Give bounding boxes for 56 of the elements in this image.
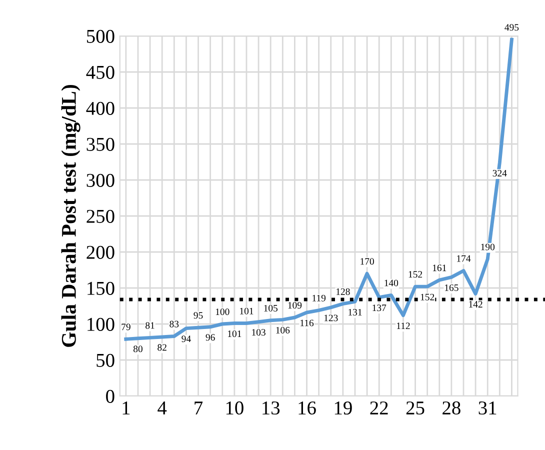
data-label: 137: [372, 304, 386, 312]
data-label: 79: [122, 324, 130, 330]
x-tick-label: 1: [122, 402, 130, 414]
data-label: 109: [288, 302, 302, 309]
y-tick-label: 450: [86, 66, 114, 79]
y-axis-title: Gula Darah Post test (mg/dL): [61, 84, 80, 347]
data-label: 112: [396, 322, 410, 330]
data-label: 140: [384, 280, 398, 286]
data-label: 101: [228, 330, 242, 338]
data-label: 165: [445, 284, 458, 291]
data-label: 96: [206, 334, 215, 341]
data-label: 495: [504, 24, 519, 31]
data-label: 105: [264, 304, 278, 312]
data-label: 119: [312, 294, 326, 302]
data-label: 152: [420, 294, 434, 300]
x-tick-label: 31: [478, 401, 496, 415]
data-label: 131: [348, 308, 362, 316]
data-label: 94: [182, 336, 191, 342]
x-tick-label: 22: [370, 401, 388, 414]
data-label: 152: [408, 271, 422, 278]
y-tick-label: 400: [86, 102, 114, 115]
data-label: 128: [336, 288, 350, 295]
y-tick-label: 100: [88, 318, 114, 331]
data-label: 174: [457, 255, 471, 262]
data-label: 324: [492, 170, 507, 177]
x-tick-label: 4: [158, 402, 167, 414]
data-label: 142: [469, 301, 482, 308]
data-label: 161: [432, 264, 446, 272]
x-tick-label: 10: [226, 401, 244, 415]
x-tick-label: 16: [298, 401, 316, 415]
x-tick-label: 13: [262, 401, 280, 415]
data-label: 80: [133, 346, 142, 352]
data-label: 100: [216, 308, 230, 316]
x-tick-label: 28: [442, 401, 460, 415]
data-label: 83: [170, 320, 179, 328]
y-tick-label: 500: [87, 30, 114, 43]
y-tick-label: 150: [88, 282, 114, 295]
data-label: 103: [252, 329, 266, 336]
data-label: 95: [194, 312, 203, 319]
data-label: 101: [240, 308, 254, 314]
data-label: 106: [276, 326, 290, 334]
x-tick-label: 7: [194, 402, 203, 414]
data-label: 123: [324, 314, 338, 322]
y-tick-label: 50: [96, 354, 114, 367]
y-tick-label: 0: [106, 390, 114, 403]
data-label: 82: [158, 344, 166, 351]
x-tick-label: 25: [406, 401, 424, 415]
y-tick-label: 200: [86, 246, 114, 259]
x-tick-label: 19: [334, 401, 352, 415]
data-label: 81: [146, 322, 154, 329]
data-label: 116: [300, 320, 314, 326]
data-label: 170: [360, 258, 374, 265]
data-label: 190: [481, 244, 495, 250]
y-tick-label: 300: [86, 174, 114, 187]
y-tick-label: 250: [86, 210, 114, 223]
y-tick-label: 350: [86, 138, 114, 151]
